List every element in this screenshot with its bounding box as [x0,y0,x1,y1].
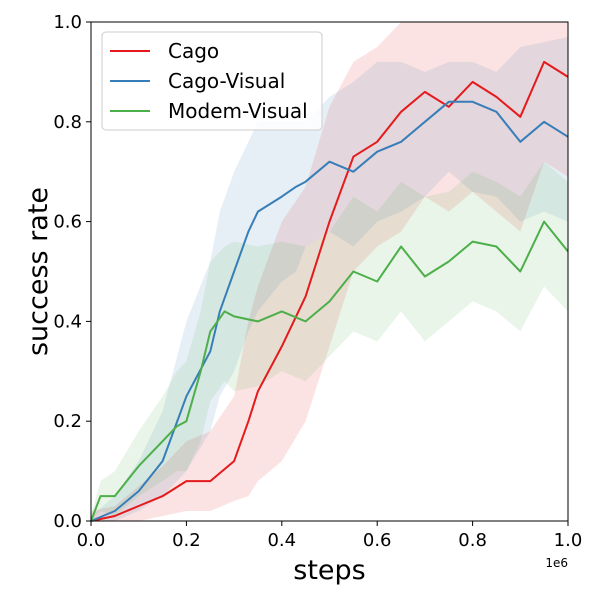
x-tick-label: 1.0 [554,530,583,551]
legend-label-cago: Cago [168,39,219,63]
series-lines [90,60,569,522]
band-cago-visual [91,37,568,521]
x-axis-multiplier: 1e6 [545,556,568,570]
plot-frame [90,21,569,522]
legend-label-cago-visual: Cago-Visual [168,69,285,93]
axis-ticks: 0.0 0.2 0.4 0.6 0.8 1.0 0.0 0.2 0.4 0.6 0.8 1.0 [53,12,582,551]
y-tick-label: 0.8 [53,112,82,133]
series-line-cago-visual [90,100,569,522]
legend-box [101,31,323,131]
x-tick-label: 0.2 [172,530,201,551]
x-tick-label: 0.8 [458,530,487,551]
y-tick-label: 0.6 [53,212,82,233]
legend-label-modem-visual: Modem-Visual [168,99,308,123]
y-axis-label: success rate [23,187,54,356]
y-tick-label: 0.2 [53,411,82,432]
y-tick-label: 1.0 [53,12,82,33]
band-cago [91,22,568,521]
legend: Cago Cago-Visual Modem-Visual [101,31,323,131]
y-tick-label: 0.0 [53,511,82,532]
x-tick-label: 0.0 [77,530,106,551]
series-line-modem-visual [90,220,569,522]
x-tick-label: 0.6 [363,530,392,551]
x-tick-label: 0.4 [267,530,296,551]
y-tick-label: 0.4 [53,311,82,332]
band-modem-visual [91,161,568,521]
x-axis-label: steps [293,555,365,586]
confidence-bands [91,22,568,521]
series-line-cago [90,60,569,522]
